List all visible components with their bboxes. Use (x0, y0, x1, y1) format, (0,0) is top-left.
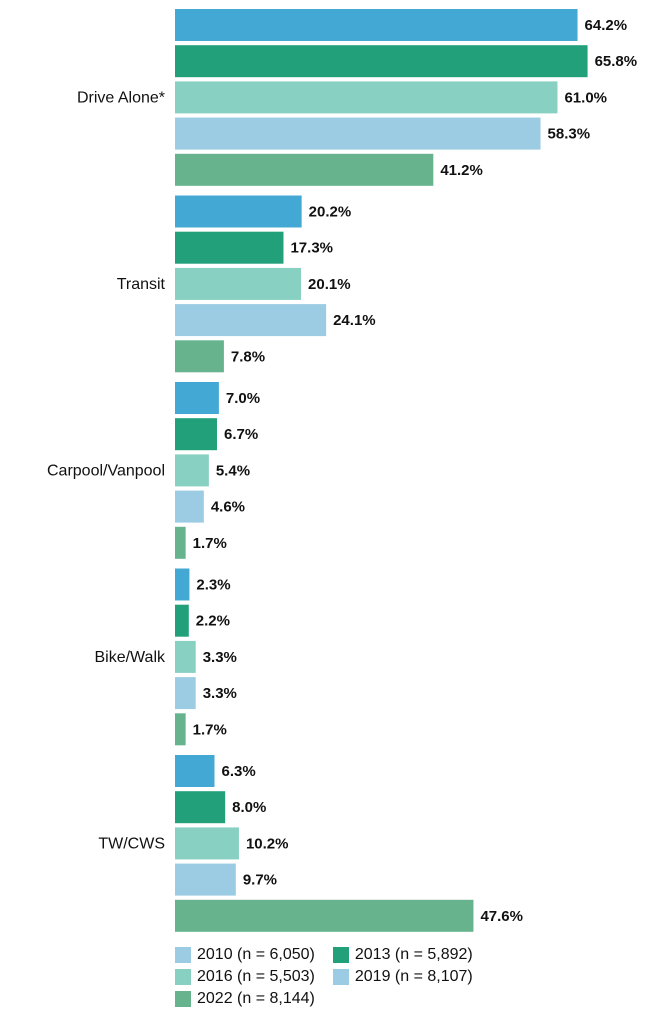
data-label: 65.8% (595, 53, 638, 70)
data-label: 3.3% (203, 685, 237, 702)
bar (175, 231, 284, 264)
bar (175, 791, 226, 824)
bar (175, 340, 224, 373)
data-label: 2.3% (196, 577, 230, 594)
bar-group: 6.3% 8.0% 10.2% 9.7% 47.6% TW/CWS (98, 755, 523, 932)
bar-group: 64.2% 65.8% 61.0% 58.3% 41.2% Drive Alone* (77, 9, 637, 186)
legend-item-2022: 2022 (n = 8,144) (175, 990, 315, 1008)
data-label: 58.3% (548, 126, 591, 143)
data-label: 8.0% (232, 799, 266, 816)
bar (175, 568, 190, 601)
bar (175, 677, 196, 710)
legend-swatch-2016 (175, 969, 191, 985)
bar (175, 526, 186, 559)
bar (175, 755, 215, 787)
bar (175, 418, 218, 451)
category-label: Carpool/Vanpool (47, 462, 165, 479)
legend-label-2010: 2010 (n = 6,050) (197, 946, 315, 963)
data-label: 61.0% (564, 89, 607, 106)
legend-swatch-2019 (332, 969, 349, 985)
bar (175, 604, 189, 637)
legend-item-2010: 2010 (n = 6,050) (175, 946, 315, 964)
category-label: Bike/Walk (94, 649, 166, 666)
bar (175, 863, 236, 896)
category-label: TW/CWS (98, 835, 165, 852)
legend-label-2016: 2016 (n = 5,503) (197, 968, 315, 985)
legend-row: 2022 (n = 8,144) (175, 988, 635, 1010)
bar (175, 117, 541, 150)
data-label: 20.1% (308, 276, 351, 293)
bar (175, 827, 239, 860)
bar (175, 640, 196, 673)
bar (175, 45, 588, 78)
bar (175, 195, 302, 228)
legend-swatch-2013 (332, 947, 349, 963)
bar (175, 153, 434, 186)
data-label: 47.6% (480, 908, 523, 925)
bar (175, 899, 474, 932)
bar (175, 382, 219, 414)
legend-label-2013: 2013 (n = 5,892) (354, 946, 473, 963)
legend: 2010 (n = 6,050) 2013 (n = 5,892) 2016 (… (175, 944, 635, 1010)
bar (175, 454, 209, 487)
legend-label-2022: 2022 (n = 8,144) (197, 990, 315, 1007)
data-label: 2.2% (196, 613, 230, 630)
legend-row: 2010 (n = 6,050) 2013 (n = 5,892) (175, 944, 635, 966)
bar-group: 20.2% 17.3% 20.1% 24.1% 7.8% Transit (117, 195, 376, 373)
data-label: 24.1% (333, 312, 376, 329)
legend-item-2019: 2019 (n = 8,107) (332, 968, 473, 986)
data-label: 9.7% (243, 872, 277, 889)
data-label: 7.8% (231, 348, 265, 365)
data-label: 5.4% (216, 462, 250, 479)
bar-group: 2.3% 2.2% 3.3% 3.3% 1.7% Bike/Walk (94, 568, 237, 746)
legend-item-2016: 2016 (n = 5,503) (175, 968, 315, 986)
bar (175, 9, 578, 41)
bar-chart: 64.2% 65.8% 61.0% 58.3% 41.2% Drive Alone* 20.… (47, 9, 637, 932)
bar (175, 81, 558, 114)
legend-swatch-2010 (175, 947, 191, 963)
data-label: 6.7% (224, 426, 258, 443)
legend-swatch-2022 (175, 991, 191, 1007)
data-label: 1.7% (193, 721, 227, 738)
data-label: 3.3% (203, 649, 237, 666)
data-label: 1.7% (193, 535, 227, 552)
data-label: 64.2% (585, 17, 628, 34)
bar (175, 304, 327, 337)
data-label: 10.2% (246, 835, 289, 852)
bar-group: 7.0% 6.7% 5.4% 4.6% 1.7% Carpool/Vanpool (47, 382, 260, 559)
bar (175, 267, 302, 300)
data-label: 17.3% (290, 240, 333, 257)
data-label: 41.2% (440, 162, 483, 179)
legend-item-2013: 2013 (n = 5,892) (332, 946, 473, 964)
data-label: 4.6% (211, 499, 245, 516)
category-label: Transit (117, 276, 166, 293)
data-label: 7.0% (226, 390, 260, 407)
legend-label-2019: 2019 (n = 8,107) (354, 968, 473, 985)
data-label: 6.3% (222, 763, 256, 780)
bar (175, 713, 186, 746)
legend-row: 2016 (n = 5,503) 2019 (n = 8,107) (175, 966, 635, 988)
bar (175, 490, 204, 523)
data-label: 20.2% (309, 204, 352, 221)
category-label: Drive Alone* (77, 89, 165, 106)
